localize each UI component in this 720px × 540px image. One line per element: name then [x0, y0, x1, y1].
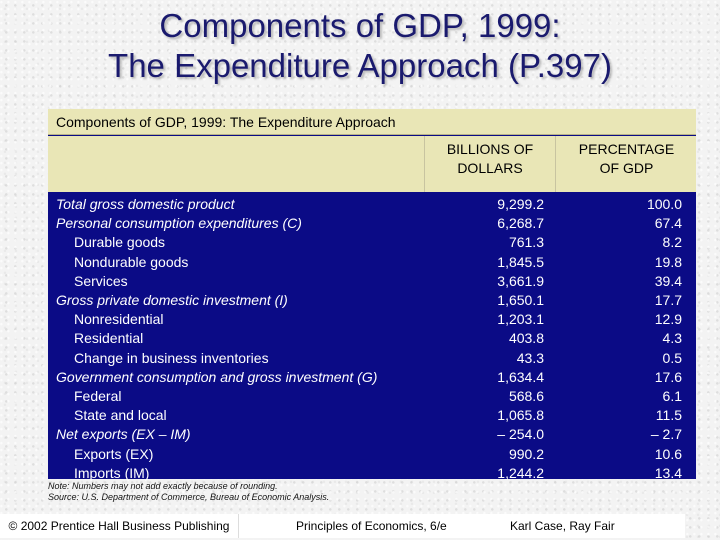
rounding-note: Note: Numbers may not add exactly becaus… — [48, 481, 278, 491]
row-billions: 1,650.1 — [497, 292, 544, 308]
row-billions: 761.3 — [508, 234, 544, 251]
header-divider — [424, 136, 425, 192]
table-row: Federal 568.6 6.1 — [48, 387, 696, 406]
source-note: Source: U.S. Department of Commerce, Bur… — [48, 492, 330, 502]
row-label: Government consumption and gross investm… — [56, 368, 378, 385]
row-label: Nonresidential — [74, 311, 164, 328]
row-percent: 19.8 — [654, 253, 682, 270]
table-row: Government consumption and gross investm… — [48, 368, 696, 387]
slide-title-line1: Components of GDP, 1999: — [159, 7, 561, 44]
table-body: Total gross domestic product 9,299.2 100.0… — [48, 193, 696, 481]
table-row: Nondurable goods 1,845.5 19.8 — [48, 253, 696, 272]
row-label: Change in business inventories — [74, 349, 269, 366]
footer-copyright: © 2002 Prentice Hall Business Publishing — [0, 514, 239, 538]
table-row: Gross private domestic investment (I) 1,6… — [48, 291, 696, 310]
table-row: Durable goods 761.3 8.2 — [48, 233, 696, 252]
row-percent: 0.5 — [662, 349, 682, 366]
row-label: Imports (IM) — [74, 464, 150, 481]
table-row: Change in business inventories 43.3 0.5 — [48, 349, 696, 368]
header-billions: BILLIONS OF DOLLARS — [446, 141, 534, 176]
row-percent: 12.9 — [654, 311, 682, 328]
row-label: Durable goods — [74, 234, 166, 251]
row-billions: 6,268.7 — [497, 215, 544, 232]
table-row: Personal consumption expenditures (C) 6,2… — [48, 214, 696, 233]
row-percent: 39.4 — [654, 272, 682, 289]
row-label: Nondurable goods — [74, 253, 189, 270]
table-row: Nonresidential 1,203.1 12.9 — [48, 310, 696, 329]
row-billions: 43.3 — [516, 349, 544, 366]
row-billions: 1,203.1 — [497, 311, 544, 328]
row-percent: 67.4 — [654, 215, 682, 232]
row-label: Gross private domestic investment (I) — [56, 292, 288, 308]
table-row: Exports (EX) 990.2 10.6 — [48, 445, 696, 464]
slide-footer: © 2002 Prentice Hall Business Publishing… — [0, 514, 720, 538]
table-row: Services 3,661.9 39.4 — [48, 272, 696, 291]
row-billions: 1,244.2 — [497, 464, 544, 481]
row-percent: 11.5 — [655, 407, 682, 424]
row-label: State and local — [74, 407, 167, 424]
row-label: Total gross domestic product — [56, 196, 235, 212]
header-percentage: PERCENTAGE OF GDP — [578, 141, 675, 176]
footer-authors: Karl Case, Ray Fair — [510, 519, 615, 533]
row-percent: – 2.7 — [650, 426, 682, 443]
table-row: Imports (IM) 1,244.2 13.4 — [48, 464, 696, 483]
slide-title-line2: The Expenditure Approach (P.397) — [108, 47, 612, 84]
table-header-row: BILLIONS OF DOLLARS PERCENTAGE OF GDP — [48, 136, 696, 192]
row-billions: 1,065.8 — [497, 407, 544, 424]
row-percent: 17.7 — [654, 292, 682, 308]
row-percent: 13.4 — [654, 464, 682, 481]
row-billions: 990.2 — [508, 445, 544, 462]
table-notes: Note: Numbers may not add exactly becaus… — [48, 481, 329, 503]
table-row: Residential 403.8 4.3 — [48, 329, 696, 348]
table-row: Total gross domestic product 9,299.2 100.0 — [48, 195, 696, 214]
row-billions: 568.6 — [508, 388, 544, 404]
footer-book: Principles of Economics, 6/e — [296, 519, 447, 533]
row-billions: 1,634.4 — [497, 368, 544, 385]
row-billions: – 254.0 — [497, 426, 544, 443]
table-title: Components of GDP, 1999: The Expenditure… — [48, 109, 696, 135]
row-billions: 3,661.9 — [497, 272, 544, 289]
row-billions: 1,845.5 — [497, 253, 544, 270]
row-label: Federal — [74, 388, 122, 404]
row-label: Services — [74, 272, 128, 289]
row-percent: 10.6 — [654, 445, 682, 462]
row-label: Personal consumption expenditures (C) — [56, 215, 302, 232]
table-row: Net exports (EX – IM) – 254.0 – 2.7 — [48, 425, 696, 444]
row-label: Net exports (EX – IM) — [56, 426, 191, 443]
table-row: State and local 1,065.8 11.5 — [48, 406, 696, 425]
row-percent: 6.1 — [662, 388, 682, 404]
slide-title: Components of GDP, 1999: The Expenditure… — [0, 6, 720, 86]
row-label: Residential — [74, 330, 144, 347]
header-divider — [555, 136, 556, 192]
row-label: Exports (EX) — [74, 445, 154, 462]
row-percent: 17.6 — [654, 368, 682, 385]
row-percent: 8.2 — [662, 234, 682, 251]
row-percent: 4.3 — [662, 330, 682, 347]
row-billions: 403.8 — [508, 330, 544, 347]
gdp-table: Components of GDP, 1999: The Expenditure… — [48, 109, 696, 481]
row-billions: 9,299.2 — [497, 196, 544, 212]
row-percent: 100.0 — [646, 196, 682, 212]
